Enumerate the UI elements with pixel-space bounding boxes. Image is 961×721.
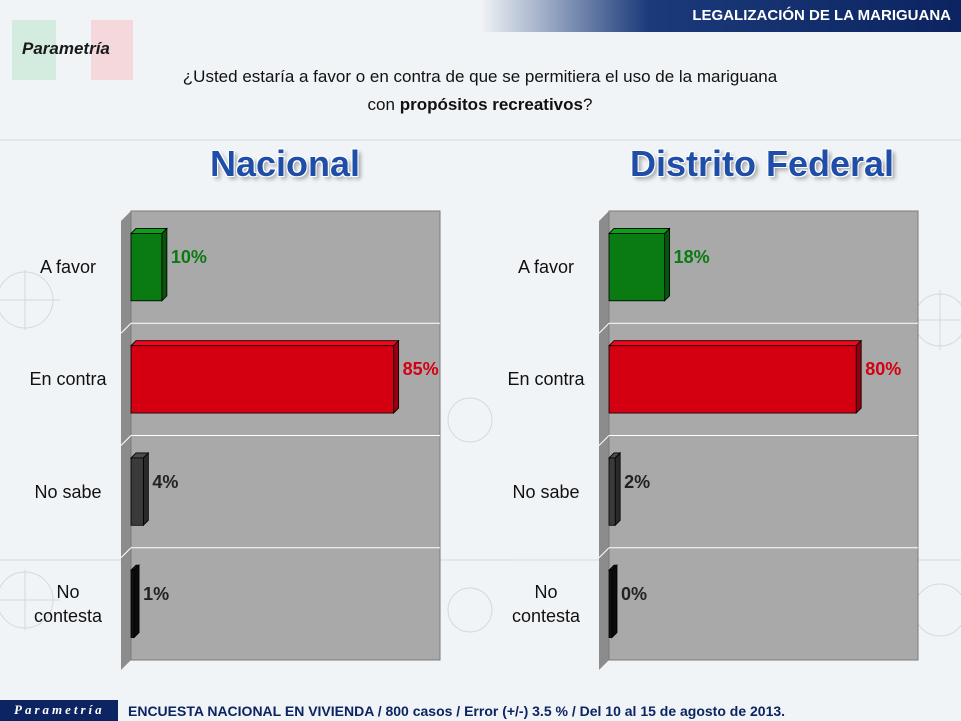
bar-df-3: [608, 569, 613, 638]
bar-df-0: [608, 233, 666, 302]
chart-title-df: Distrito Federal: [630, 143, 895, 184]
category-label-nacional-3: No contesta: [33, 581, 103, 626]
bar-top-df-0: [608, 228, 671, 234]
value-label-nacional-1: 85%: [402, 359, 439, 380]
logo-block-pink: [91, 20, 133, 80]
footer-logo-text: Parametría: [14, 702, 105, 717]
footer-logo: Parametría: [0, 700, 118, 721]
category-label-nacional-1: En contra: [29, 369, 107, 390]
question-prefix: con: [367, 95, 400, 114]
header-banner: LEGALIZACIÓN DE LA MARIGUANA: [480, 0, 961, 32]
bar-side-nacional-3: [133, 564, 140, 639]
header-title: LEGALIZACIÓN DE LA MARIGUANA: [692, 7, 951, 24]
value-label-df-0: 18%: [673, 247, 710, 268]
gridline-side-nacional-2: [120, 435, 132, 446]
question-line-1: ¿Usted estaría a favor o en contra de qu…: [182, 67, 778, 86]
bar-side-df-0: [664, 227, 671, 302]
bar-top-nacional-0: [130, 228, 168, 234]
gridline-side-df-3: [598, 547, 610, 559]
question-line-2: con propósitos recreativos?: [130, 91, 830, 119]
bar-nacional-3: [130, 569, 135, 638]
bar-side-nacional-0: [161, 227, 168, 302]
bar-nacional-2: [130, 457, 144, 526]
category-label-nacional-2: No sabe: [34, 481, 102, 502]
gridline-side-df-2: [598, 435, 610, 446]
category-label-df-0: A favor: [517, 257, 575, 278]
footer-note: ENCUESTA NACIONAL EN VIVIENDA / 800 caso…: [128, 703, 786, 719]
question-suffix: ?: [582, 95, 593, 114]
bar-top-df-1: [608, 340, 863, 347]
question-emphasis: propósitos recreativos: [399, 95, 583, 114]
bar-side-nacional-1: [393, 339, 400, 415]
survey-question: ¿Usted estaría a favor o en contra de qu…: [130, 63, 830, 119]
bar-nacional-1: [130, 345, 395, 414]
category-label-df-2: No sabe: [512, 481, 580, 502]
bar-side-nacional-2: [142, 451, 149, 527]
category-label-df-3: No contesta: [511, 581, 581, 626]
category-label-nacional-0: A favor: [39, 257, 97, 278]
gridline-side-df-1: [598, 322, 610, 334]
value-label-df-2: 2%: [624, 471, 651, 492]
bar-side-df-2: [614, 451, 621, 527]
value-label-df-3: 0%: [621, 583, 648, 604]
bar-top-nacional-1: [130, 340, 400, 347]
value-label-nacional-0: 10%: [170, 247, 207, 268]
value-label-nacional-2: 4%: [152, 471, 179, 492]
bar-side-df-3: [611, 564, 618, 639]
category-label-df-1: En contra: [507, 369, 585, 390]
bar-side-df-1: [855, 339, 862, 415]
gridline-side-nacional-1: [120, 322, 132, 334]
chart-title-nacional: Nacional: [210, 143, 361, 184]
value-label-df-1: 80%: [865, 359, 902, 380]
bar-df-1: [608, 345, 857, 414]
brand-logo: Parametría: [22, 39, 110, 58]
bar-df-2: [608, 457, 616, 526]
value-label-nacional-3: 1%: [143, 583, 170, 604]
bar-nacional-0: [130, 233, 163, 302]
gridline-side-nacional-3: [120, 547, 132, 559]
logo-block-green: [12, 20, 56, 80]
